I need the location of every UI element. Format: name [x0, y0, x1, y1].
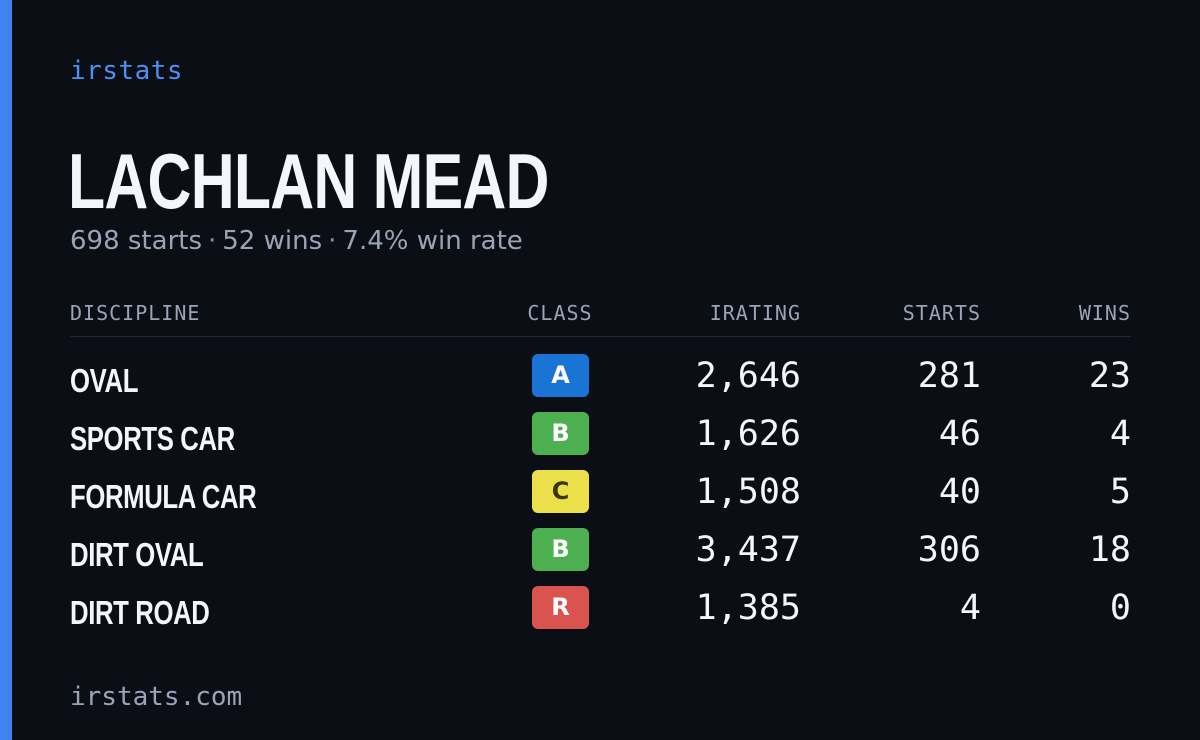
- wins-summary: 52 wins: [222, 226, 323, 256]
- table-row: SPORTS CAR B 1,626 46 4: [70, 408, 1131, 466]
- irating-value: 1,508: [695, 472, 801, 512]
- accent-bar: [0, 0, 12, 740]
- class-badge: B: [532, 412, 589, 455]
- stats-table-body: OVAL A 2,646 281 23 SPORTS CAR B 1,626 4…: [70, 350, 1131, 640]
- starts-value: 4: [959, 588, 981, 628]
- starts-value: 281: [917, 356, 981, 396]
- irating-value: 1,385: [695, 588, 801, 628]
- class-badge: R: [532, 586, 589, 629]
- class-badge: C: [532, 470, 589, 513]
- driver-summary: 698 starts · 52 wins · 7.4% win rate: [70, 226, 523, 256]
- wins-value: 23: [1088, 356, 1131, 396]
- summary-separator: ·: [328, 226, 337, 256]
- table-row: OVAL A 2,646 281 23: [70, 350, 1131, 408]
- wins-value: 0: [1109, 588, 1131, 628]
- class-badge: B: [532, 528, 589, 571]
- discipline-name: DIRT OVAL: [70, 536, 204, 573]
- discipline-name: DIRT ROAD: [70, 594, 210, 631]
- starts-value: 40: [938, 472, 981, 512]
- column-header-discipline: DISCIPLINE: [70, 301, 201, 325]
- irating-value: 2,646: [695, 356, 801, 396]
- class-badge: A: [532, 354, 589, 397]
- table-row: FORMULA CAR C 1,508 40 5: [70, 466, 1131, 524]
- table-row: DIRT ROAD R 1,385 4 0: [70, 582, 1131, 640]
- stats-table-header: DISCIPLINE CLASS IRATING STARTS WINS: [70, 300, 1131, 337]
- column-header-wins: WINS: [1078, 301, 1131, 325]
- irating-value: 3,437: [695, 530, 801, 570]
- column-header-starts: STARTS: [902, 301, 981, 325]
- driver-name: LACHLAN MEAD: [68, 137, 549, 225]
- wins-value: 4: [1109, 414, 1131, 454]
- summary-separator: ·: [208, 226, 217, 256]
- table-row: DIRT OVAL B 3,437 306 18: [70, 524, 1131, 582]
- column-header-class: CLASS: [527, 301, 593, 325]
- brand-logo[interactable]: irstats: [70, 56, 184, 86]
- discipline-name: OVAL: [70, 362, 139, 399]
- starts-value: 306: [917, 530, 981, 570]
- win-rate-summary: 7.4% win rate: [342, 226, 523, 256]
- wins-value: 5: [1109, 472, 1131, 512]
- discipline-name: FORMULA CAR: [70, 478, 257, 515]
- wins-value: 18: [1088, 530, 1131, 570]
- column-header-irating: IRATING: [709, 301, 801, 325]
- starts-value: 46: [938, 414, 981, 454]
- discipline-name: SPORTS CAR: [70, 420, 235, 457]
- starts-summary: 698 starts: [70, 226, 202, 256]
- irating-value: 1,626: [695, 414, 801, 454]
- footer-site-link[interactable]: irstats.com: [70, 682, 243, 712]
